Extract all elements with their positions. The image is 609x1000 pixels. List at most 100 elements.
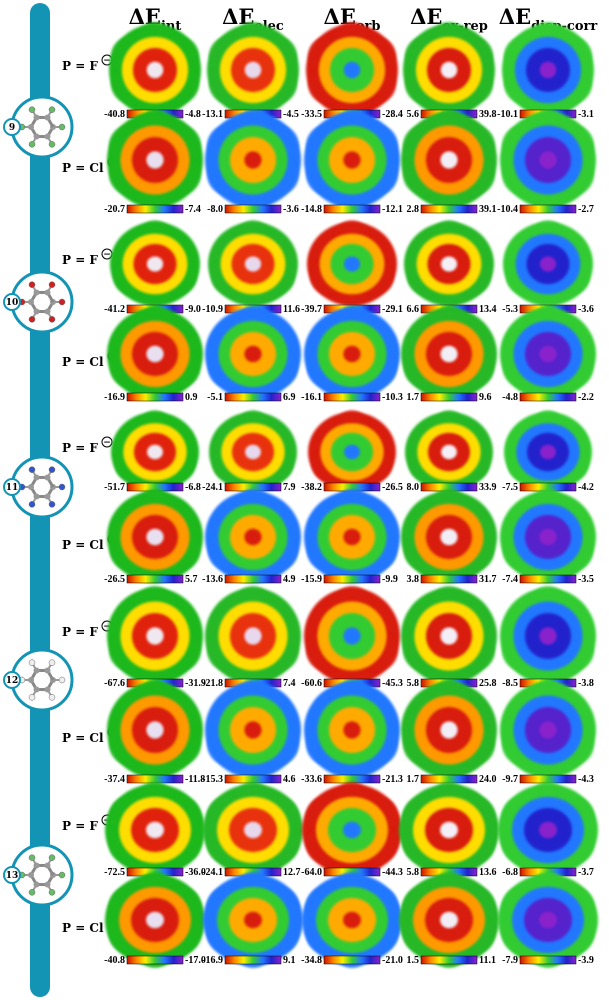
scale-max: -44.3 bbox=[382, 867, 403, 878]
molecule-number: 13 bbox=[6, 871, 19, 881]
charge-symbol: − bbox=[103, 438, 111, 448]
scale-min: -37.4 bbox=[104, 774, 125, 785]
scale-min: -10.9 bbox=[202, 304, 223, 315]
color-scale: -16.9 9.1 bbox=[202, 955, 295, 966]
scale-max: -12.1 bbox=[382, 204, 403, 215]
molecule-number: 9 bbox=[9, 123, 15, 133]
color-scale: -20.7 -7.4 bbox=[104, 204, 201, 215]
scale-max: -9.0 bbox=[185, 304, 201, 315]
scale-max: -3.9 bbox=[578, 955, 594, 966]
scale-max: -45.3 bbox=[382, 678, 403, 689]
scale-min: -16.9 bbox=[202, 955, 223, 966]
color-scale: -26.5 5.7 bbox=[104, 574, 197, 585]
charge-symbol: − bbox=[103, 250, 111, 260]
triazine-molecule-icon: 10 bbox=[3, 270, 74, 334]
row-13-F: P = F−-72.5-36.0-24.112.7-64.0-44.35.813… bbox=[62, 782, 598, 878]
scale-min: -39.7 bbox=[301, 304, 322, 315]
scale-min: -72.5 bbox=[104, 867, 125, 878]
probe-label: P = F bbox=[62, 59, 98, 73]
surface-13-F-exrep bbox=[399, 782, 499, 878]
surface-10-F-dispcorr bbox=[503, 220, 593, 306]
scale-max: -21.0 bbox=[382, 955, 403, 966]
color-scale: -7.4 -3.5 bbox=[502, 574, 594, 585]
scale-max: 33.9 bbox=[479, 482, 497, 493]
surface-13-F-orb bbox=[302, 782, 402, 878]
scale-min: -14.8 bbox=[301, 204, 322, 215]
color-scale: 1.7 9.6 bbox=[407, 392, 492, 403]
scale-max: -4.3 bbox=[578, 774, 594, 785]
scale-min: -51.7 bbox=[104, 482, 125, 493]
surface-13-Cl-orb bbox=[302, 872, 402, 968]
scale-max: 13.6 bbox=[479, 867, 497, 878]
probe-label: P = F bbox=[62, 819, 98, 833]
scale-max: 4.9 bbox=[283, 574, 296, 585]
scale-min: -7.9 bbox=[502, 955, 518, 966]
surface-grid: P = F −-40.8 -4.8 -13.1 -4.5 -33.5 -28.4 5.6 39.… bbox=[62, 22, 598, 968]
color-scale: -15.9 -9.9 bbox=[301, 574, 398, 585]
scale-min: -33.6 bbox=[301, 774, 322, 785]
color-scale: -34.8 -21.0 bbox=[301, 955, 403, 966]
scale-max: -6.8 bbox=[185, 482, 201, 493]
surface-12-Cl-int bbox=[107, 680, 203, 778]
scale-max: 31.7 bbox=[479, 574, 497, 585]
surface-11-Cl-int bbox=[107, 489, 203, 583]
scale-max: -9.9 bbox=[382, 574, 398, 585]
scale-max: -29.1 bbox=[382, 304, 403, 315]
scale-max: 7.4 bbox=[283, 678, 296, 689]
probe-label: P = Cl bbox=[62, 161, 104, 175]
scale-max: 12.7 bbox=[283, 867, 301, 878]
scale-min: -7.5 bbox=[502, 482, 518, 493]
scale-min: -5.1 bbox=[207, 392, 223, 403]
scale-min: -60.6 bbox=[301, 678, 322, 689]
surface-11-F-dispcorr bbox=[504, 410, 592, 492]
scale-max: -4.2 bbox=[578, 482, 594, 493]
surface-12-Cl-dispcorr bbox=[500, 680, 596, 778]
scale-min: -24.1 bbox=[202, 867, 223, 878]
scale-min: -10.4 bbox=[497, 204, 518, 215]
scale-max: -7.4 bbox=[185, 204, 201, 215]
row-12-Cl: P = Cl−-37.4-11.8-15.34.6-33.6-21.31.724… bbox=[62, 680, 596, 785]
surface-12-Cl-exrep bbox=[401, 680, 497, 778]
scale-max: -4.5 bbox=[283, 109, 299, 120]
color-scale: -4.8 -2.2 bbox=[502, 392, 594, 403]
row-11-F: P = F − -51.7 -6.8 -24.1 7.9 -38.2 -26.5 8.0 33.9… bbox=[62, 410, 594, 493]
color-scale: -16.9 0.9 bbox=[104, 392, 197, 403]
probe-label: P = Cl bbox=[62, 921, 104, 935]
surface-12-Cl-elec bbox=[205, 680, 301, 778]
scale-max: 5.7 bbox=[185, 574, 198, 585]
scale-min: -64.0 bbox=[301, 867, 322, 878]
surface-11-F-int bbox=[111, 410, 199, 492]
scale-min: -41.2 bbox=[104, 304, 125, 315]
row-9-Cl: P = Cl−-20.7-7.4-8.0-3.6-14.8-12.12.839.… bbox=[62, 110, 596, 215]
scale-max: 0.9 bbox=[185, 392, 198, 403]
trifluorotriazine-molecule-icon: 11 bbox=[3, 455, 74, 519]
scale-min: -13.6 bbox=[202, 574, 223, 585]
row-10-F: P = F − -41.2 -9.0 -10.9 11.6 -39.7 -29.1 6.6 13.… bbox=[62, 220, 594, 315]
surface-11-Cl-elec bbox=[205, 489, 301, 583]
surface-13-Cl-dispcorr bbox=[498, 872, 598, 968]
scale-max: 6.9 bbox=[283, 392, 296, 403]
surface-13-Cl-int bbox=[105, 872, 205, 968]
scale-max: 4.6 bbox=[283, 774, 296, 785]
scale-min: 8.0 bbox=[407, 482, 420, 493]
probe-label: P = F bbox=[62, 441, 98, 455]
scale-max: -3.7 bbox=[578, 867, 594, 878]
scale-min: 1.7 bbox=[407, 392, 420, 403]
scale-max: -28.4 bbox=[382, 109, 403, 120]
row-13-Cl: P = Cl−-40.8-17.0-16.99.1-34.8-21.01.511… bbox=[62, 872, 598, 968]
surface-9-Cl-exrep bbox=[401, 110, 497, 210]
color-scale: 1.5 11.1 bbox=[407, 955, 496, 966]
scale-min: -33.5 bbox=[301, 109, 322, 120]
anion-charge-icon bbox=[101, 436, 113, 448]
scale-max: 13.4 bbox=[479, 304, 497, 315]
scale-min: -38.2 bbox=[301, 482, 322, 493]
surface-9-F-dispcorr bbox=[502, 22, 594, 118]
surface-10-Cl-elec bbox=[205, 306, 301, 400]
surface-9-F-elec bbox=[207, 22, 299, 118]
scale-max: 39.8 bbox=[479, 109, 497, 120]
color-scale: -8.0 -3.6 bbox=[207, 204, 299, 215]
surface-11-F-orb bbox=[308, 410, 396, 492]
surface-11-F-elec bbox=[209, 410, 297, 492]
surface-12-F-exrep bbox=[401, 586, 497, 684]
surface-9-Cl-elec bbox=[205, 110, 301, 210]
